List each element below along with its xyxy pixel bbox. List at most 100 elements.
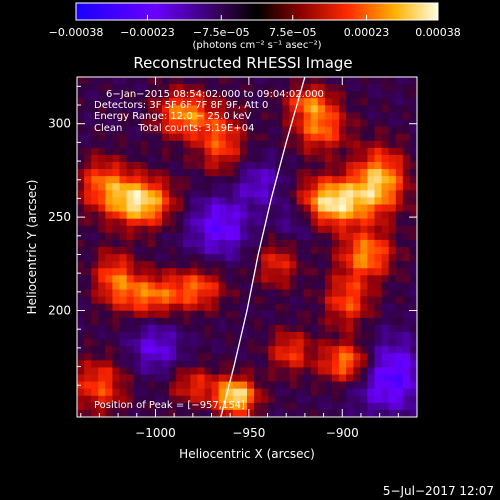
heatmap-cell: [289, 218, 297, 227]
heatmap-cell: [140, 353, 149, 361]
heatmap-cell: [98, 225, 106, 234]
heatmap-cell: [169, 183, 177, 191]
heatmap-cell: [176, 84, 184, 92]
heatmap-cell: [232, 360, 241, 368]
heatmap-cell: [346, 261, 354, 269]
heatmap-cell: [346, 225, 354, 234]
heatmap-cell: [119, 225, 127, 234]
heatmap-cell: [140, 395, 149, 404]
heatmap-cell: [190, 346, 198, 354]
heatmap-cell: [169, 381, 177, 390]
heatmap-cell: [374, 332, 382, 340]
heatmap-cell: [218, 275, 227, 283]
heatmap-cell: [374, 353, 382, 361]
heatmap-cell: [190, 353, 198, 361]
heatmap-cell: [140, 261, 149, 269]
heatmap-cell: [360, 169, 368, 177]
heatmap-cell: [225, 190, 234, 198]
heatmap-cell: [91, 275, 99, 283]
heatmap-cell: [346, 154, 354, 163]
heatmap-cell: [360, 353, 368, 361]
heatmap-cell: [154, 105, 163, 113]
heatmap-cell: [176, 98, 184, 106]
heatmap-cell: [211, 225, 220, 234]
heatmap-cell: [239, 218, 248, 227]
heatmap-cell: [296, 211, 305, 220]
y-tick-label: 300: [48, 117, 71, 131]
heatmap-cell: [98, 98, 106, 106]
heatmap-cell: [353, 91, 361, 99]
heatmap-cell: [218, 402, 227, 411]
heatmap-cell: [409, 261, 417, 269]
heatmap-cell: [275, 367, 283, 375]
heatmap-cell: [402, 197, 411, 205]
heatmap-cell: [105, 91, 113, 99]
heatmap-cell: [190, 147, 198, 156]
heatmap-cell: [112, 239, 120, 248]
heatmap-cell: [353, 303, 361, 312]
heatmap-cell: [374, 140, 382, 149]
heatmap-cell: [98, 275, 106, 283]
heatmap-cell: [353, 339, 361, 347]
heatmap-cell: [289, 84, 297, 92]
heatmap-cell: [154, 402, 163, 411]
heatmap-cell: [162, 275, 170, 283]
heatmap-cell: [133, 126, 142, 135]
heatmap-cell: [232, 84, 241, 92]
heatmap-cell: [381, 239, 390, 248]
heatmap-cell: [84, 261, 92, 269]
heatmap-cell: [261, 367, 269, 375]
heatmap-cell: [324, 225, 333, 234]
heatmap-cell: [395, 91, 404, 99]
heatmap-cell: [247, 239, 255, 248]
heatmap-cell: [310, 154, 319, 163]
heatmap-cell: [254, 324, 262, 333]
heatmap-cell: [346, 303, 354, 312]
heatmap-cell: [232, 162, 241, 170]
heatmap-cell: [381, 261, 390, 269]
heatmap-cell: [254, 133, 262, 142]
heatmap-cell: [77, 162, 85, 170]
heatmap-cell: [282, 310, 290, 319]
heatmap-cell: [197, 296, 205, 305]
heatmap-cell: [91, 239, 99, 248]
heatmap-cell: [367, 211, 375, 220]
heatmap-cell: [310, 225, 319, 234]
heatmap-cell: [239, 268, 248, 276]
heatmap-cell: [317, 268, 326, 276]
heatmap-cell: [176, 324, 184, 333]
heatmap-cell: [147, 381, 156, 390]
heatmap-cell: [395, 190, 404, 198]
x-tick-label: −950: [232, 426, 265, 440]
heatmap-cell: [296, 402, 305, 411]
heatmap-cell: [247, 409, 255, 417]
heatmap-cell: [395, 395, 404, 404]
heatmap-cell: [310, 346, 319, 354]
heatmap-cell: [133, 225, 142, 234]
heatmap-cell: [346, 353, 354, 361]
heatmap-cell: [409, 409, 417, 417]
heatmap-cell: [147, 395, 156, 404]
heatmap-cell: [409, 254, 417, 262]
heatmap-cell: [402, 374, 411, 382]
heatmap-cell: [374, 388, 382, 397]
heatmap-cell: [261, 282, 269, 290]
heatmap-cell: [346, 190, 354, 198]
heatmap-cell: [395, 183, 404, 191]
heatmap-cell: [197, 98, 205, 106]
heatmap-cell: [254, 381, 262, 390]
heatmap-cell: [388, 147, 397, 156]
heatmap-cell: [112, 147, 120, 156]
heatmap-cell: [395, 254, 404, 262]
x-axis-label: Heliocentric X (arcsec): [179, 447, 315, 461]
heatmap-cell: [296, 190, 305, 198]
heatmap-cell: [282, 353, 290, 361]
heatmap-cell: [374, 339, 382, 347]
heatmap-cell: [395, 303, 404, 312]
heatmap-cell: [353, 218, 361, 227]
heatmap-cell: [289, 402, 297, 411]
heatmap-cell: [183, 247, 191, 255]
heatmap-cell: [91, 346, 99, 354]
heatmap-cell: [339, 332, 347, 340]
heatmap-cell: [154, 247, 163, 255]
